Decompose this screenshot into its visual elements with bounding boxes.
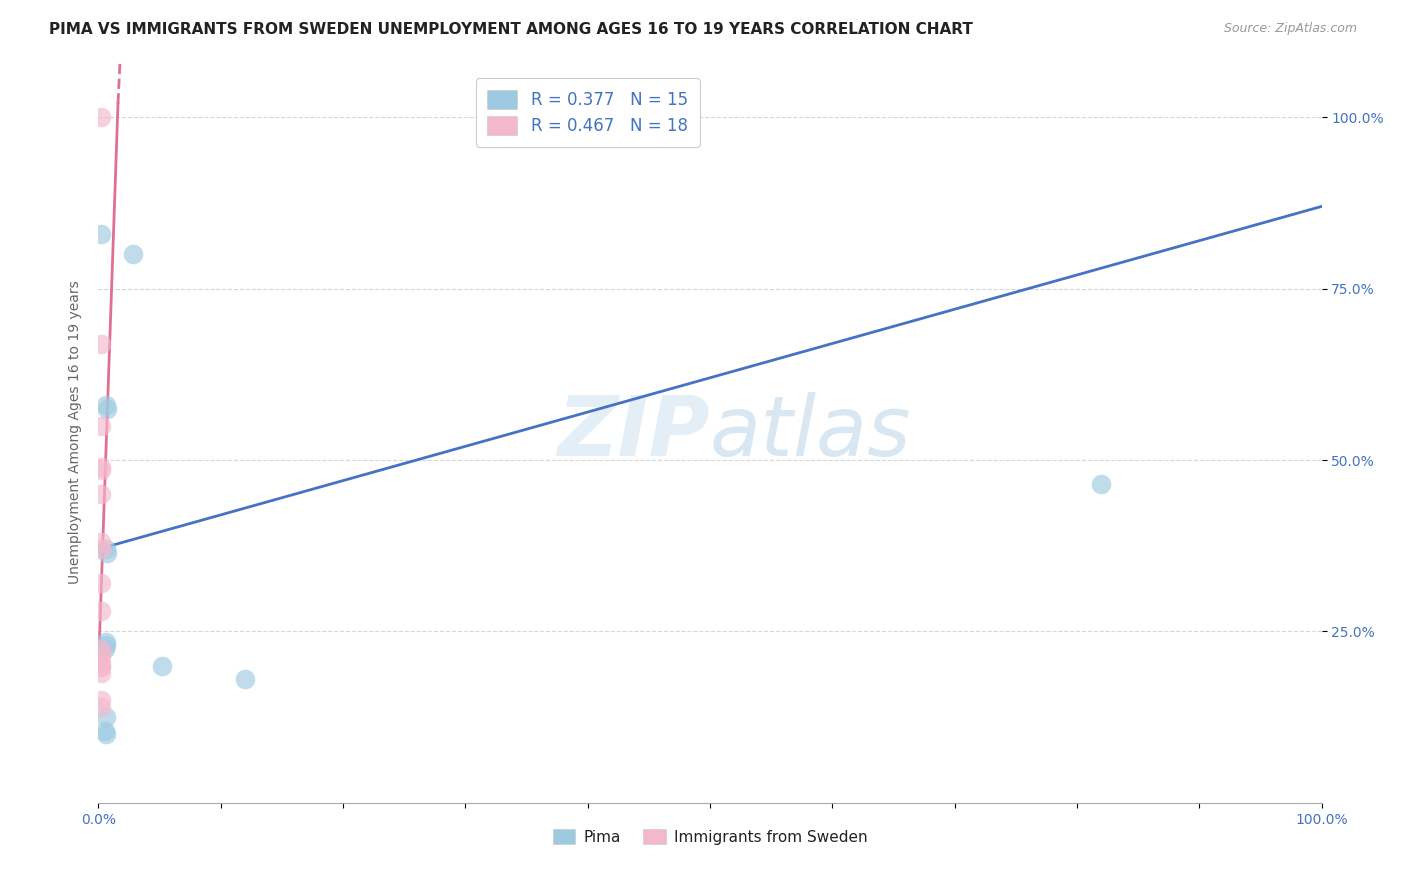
Point	[90, 336, 112, 351]
Point	[90, 535, 112, 549]
Y-axis label: Unemployment Among Ages 16 to 19 years: Unemployment Among Ages 16 to 19 years	[67, 281, 82, 584]
Point	[94, 542, 117, 557]
Point	[90, 487, 112, 501]
Point	[94, 398, 117, 412]
Point	[121, 247, 143, 261]
Point	[90, 576, 112, 591]
Point	[90, 648, 112, 663]
Text: ZIP: ZIP	[557, 392, 710, 473]
Point	[96, 401, 118, 416]
Point	[90, 699, 112, 714]
Point	[96, 545, 118, 559]
Text: PIMA VS IMMIGRANTS FROM SWEDEN UNEMPLOYMENT AMONG AGES 16 TO 19 YEARS CORRELATIO: PIMA VS IMMIGRANTS FROM SWEDEN UNEMPLOYM…	[49, 22, 973, 37]
Point	[90, 693, 112, 707]
Legend: Pima, Immigrants from Sweden: Pima, Immigrants from Sweden	[547, 822, 873, 851]
Point	[90, 665, 112, 680]
Point	[90, 604, 112, 618]
Point	[94, 727, 117, 741]
Text: Source: ZipAtlas.com: Source: ZipAtlas.com	[1223, 22, 1357, 36]
Point	[1090, 477, 1112, 491]
Point	[93, 641, 115, 656]
Point	[94, 638, 117, 652]
Point	[90, 655, 112, 669]
Point	[90, 658, 112, 673]
Point	[90, 227, 112, 241]
Point	[90, 542, 112, 557]
Point	[94, 710, 117, 724]
Point	[233, 673, 256, 687]
Point	[90, 660, 112, 674]
Point	[90, 459, 112, 474]
Point	[90, 641, 112, 656]
Point	[90, 110, 112, 124]
Point	[90, 463, 112, 477]
Point	[150, 658, 173, 673]
Point	[94, 634, 117, 648]
Point	[93, 723, 115, 738]
Point	[90, 418, 112, 433]
Text: atlas: atlas	[710, 392, 911, 473]
